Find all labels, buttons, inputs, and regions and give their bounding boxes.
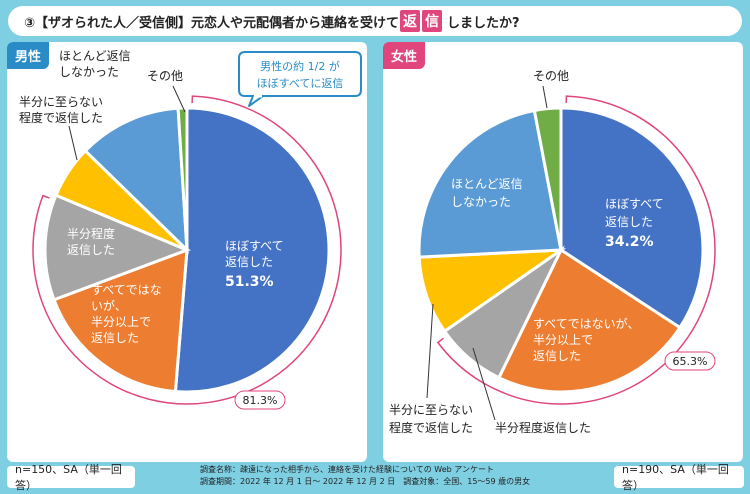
female-label-hobo-line2: 返信した	[605, 215, 653, 229]
female-bracket-arc	[436, 95, 716, 405]
male-label-sonota: その他	[147, 69, 183, 83]
male-label-subete-line2: いが、	[91, 298, 127, 313]
male-slice-0	[173, 106, 331, 394]
male-label-subete-line4: 返信した	[91, 331, 139, 345]
male-label-subete-line1: すべてではな	[91, 283, 162, 297]
female-sample-note: n=190、SA（単一回答）	[614, 463, 744, 492]
male-bracket-label-box: 81.3%	[234, 390, 286, 410]
male-label-hotondo-line2: しなかった	[59, 65, 119, 79]
male-chart-panel: 81.3% 男性の約 1/2 が ほぼすべてに返信 ほとんど返信 しなかった そ…	[7, 42, 367, 462]
female-label-subete-line2: 半分以上で	[533, 333, 593, 347]
female-slice-5	[532, 106, 563, 251]
female-label-hotondo-line1: ほとんど返信	[451, 177, 523, 191]
male-bracket-arc	[32, 95, 342, 405]
title-prefix: ③【ザオられた人／受信側】元恋人や元配偶者から連絡を受けて	[24, 15, 400, 31]
female-label-hanbun: 半分程度返信した	[495, 420, 591, 435]
male-callout-line-2: ほぼすべてに返信	[257, 77, 344, 90]
male-label-hobo-line2: 返信した	[225, 255, 273, 269]
female-chart-panel: 65.3% その他 半分に至らない 程度で返信した 半分程度返信した ほとんど返…	[383, 42, 743, 462]
female-label-hotondo-line2: しなかった	[451, 195, 511, 209]
male-value-hobo: 51.3%	[225, 274, 274, 290]
male-slice-1	[52, 247, 189, 394]
female-value-hobo: 34.2%	[605, 234, 654, 250]
male-callout: 男性の約 1/2 が ほぼすべてに返信	[238, 51, 362, 107]
survey-note-line-2: 調査期間：2022 年 12 月 1 日～ 2022 年 12 月 2 日 調査…	[200, 477, 531, 486]
male-sample-note: n=150、SA（単一回答）	[7, 463, 135, 492]
female-sonota-leader	[542, 85, 548, 109]
male-label-hanbun-line2: 返信した	[67, 243, 115, 257]
female-label-itaranai-line1: 半分に至らない	[389, 403, 473, 417]
male-slice-4	[83, 106, 189, 254]
male-label-hanbun-itaranai-line2: 程度で返信した	[19, 110, 103, 125]
survey-note: 調査名称：疎遠になった相手から、連絡を受けた経験についての Web アンケート …	[200, 464, 560, 488]
male-itaranai-leader	[68, 125, 78, 161]
female-label-itaranai-line2: 程度で返信した	[389, 420, 473, 435]
female-label-subete-line3: 返信した	[533, 349, 581, 363]
female-bracket-label-box: 65.3%	[664, 351, 716, 371]
title-highlight-2: 信	[422, 10, 443, 32]
female-label-hobo-line1: ほぼすべて	[605, 197, 664, 211]
female-bracket-label: 65.3%	[673, 355, 708, 368]
survey-note-line-1: 調査名称：疎遠になった相手から、連絡を受けた経験についての Web アンケート	[200, 465, 494, 474]
male-sonota-leader	[172, 85, 186, 113]
chart-title: ③【ザオられた人／受信側】元恋人や元配偶者から連絡を受けて 返 信 しましたか?	[8, 6, 742, 36]
female-badge: 女性	[383, 42, 426, 69]
male-slice-2	[43, 193, 192, 302]
female-label-subete-line1: すべてではないが、	[533, 316, 639, 331]
female-slice-4	[417, 108, 563, 259]
female-label-sonota: その他	[533, 69, 569, 83]
male-label-hanbun-line1: 半分程度	[67, 226, 115, 241]
male-label-hotondo-line1: ほとんど返信	[59, 49, 131, 63]
male-bracket-label: 81.3%	[243, 394, 278, 407]
male-badge: 男性	[7, 42, 50, 69]
male-pie-chart: 81.3% 男性の約 1/2 が ほぼすべてに返信 ほとんど返信 しなかった そ…	[19, 49, 362, 410]
female-hanbun-leader	[472, 347, 496, 421]
male-slice-5	[176, 106, 189, 251]
male-label-subete-line3: 半分以上で	[91, 315, 151, 329]
male-label-hanbun-itaranai-line1: 半分に至らない	[19, 95, 103, 109]
title-suffix: しましたか?	[447, 15, 520, 31]
female-pie-chart: 65.3% その他 半分に至らない 程度で返信した 半分程度返信した ほとんど返…	[389, 69, 716, 435]
female-itaranai-leader	[426, 303, 434, 399]
title-highlight-1: 返	[400, 10, 421, 32]
male-label-hobo-line1: ほぼすべて	[225, 239, 284, 253]
male-callout-line-1: 男性の約 1/2 が	[260, 59, 340, 73]
